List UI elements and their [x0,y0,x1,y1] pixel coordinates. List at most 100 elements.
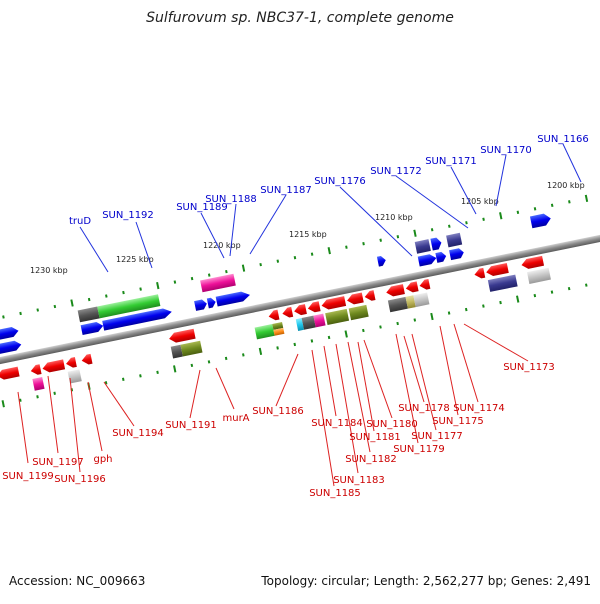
gene-box[interactable] [313,313,326,328]
scale-tick [225,269,228,274]
gene-box[interactable] [487,274,518,292]
gene-label[interactable]: SUN_1188 [205,194,257,205]
gene-box[interactable] [446,232,463,248]
gene-arrow[interactable] [281,306,294,319]
gene-arrow[interactable] [65,357,77,369]
gene-arrow[interactable] [0,326,19,342]
gene-label[interactable]: SUN_1192 [102,210,154,221]
gene-label[interactable]: SUN_1184 [311,418,363,429]
gene-arrow[interactable] [102,307,173,331]
gene-arrow[interactable] [521,255,545,270]
minus-tick-rows [1,283,588,408]
gene-label[interactable]: SUN_1175 [432,416,484,427]
gene-box[interactable] [301,315,316,330]
scale-tick [516,295,520,303]
gene-arrow[interactable] [268,309,280,322]
gene-box[interactable] [97,294,161,319]
scale-tick [567,286,571,291]
gene-label[interactable]: SUN_1180 [366,419,418,430]
gene-box[interactable] [295,318,305,331]
gene-label[interactable]: SUN_1196 [54,474,106,485]
gene-arrow[interactable] [168,328,196,344]
gene-label[interactable]: SUN_1189 [176,202,228,213]
gene-arrow[interactable] [293,304,307,316]
gene-arrow[interactable] [473,267,486,280]
scale-tick [533,207,537,211]
scale-tick [413,318,417,322]
gene-label[interactable]: SUN_1181 [349,432,401,443]
scale-tick [173,280,177,284]
gene-label[interactable]: SUN_1170 [480,145,532,156]
gene-arrow[interactable] [215,290,251,307]
gene-box[interactable] [170,344,183,359]
scale-tick [139,287,142,291]
gene-label[interactable]: SUN_1171 [425,156,477,167]
gene-label[interactable]: SUN_1183 [333,475,385,486]
scale-tick [413,229,417,237]
gene-label[interactable]: murA [222,413,249,424]
gene-box[interactable] [413,292,430,308]
gene-arrow[interactable] [0,340,22,355]
gene-arrow[interactable] [321,296,347,311]
gene-arrow[interactable] [405,281,419,293]
gene-arrow[interactable] [485,263,509,277]
gene-arrow[interactable] [0,366,20,381]
gene-arrow[interactable] [30,364,42,376]
gene-arrow[interactable] [385,284,405,297]
gene-box[interactable] [32,376,45,391]
gene-arrow[interactable] [417,253,438,267]
gene-label[interactable]: SUN_1197 [32,457,84,468]
scale-tick [190,276,194,281]
gene-label[interactable]: SUN_1179 [393,444,445,455]
gene-label[interactable]: SUN_1166 [537,134,589,145]
gene-label[interactable]: SUN_1186 [252,406,304,417]
gene-arrow[interactable] [376,255,387,267]
gene-box[interactable] [414,239,431,254]
gene-arrow[interactable] [346,292,364,306]
gene-arrow[interactable] [194,299,208,311]
gene-box[interactable] [273,327,285,336]
scale-tick [276,259,280,263]
gene-box[interactable] [325,308,350,326]
gene-arrow[interactable] [81,353,93,366]
gene-box[interactable] [272,322,284,330]
plus-strand-genes [0,212,552,355]
gene-label[interactable]: SUN_1185 [309,488,361,499]
gene-arrow[interactable] [42,359,66,373]
gene-label[interactable]: truD [69,216,91,227]
scale-tick [396,235,400,239]
gene-arrow[interactable] [529,212,552,229]
gene-label[interactable]: SUN_1191 [165,420,217,431]
gene-box[interactable] [348,304,369,321]
gene-label[interactable]: SUN_1199 [2,471,54,482]
gene-arrow[interactable] [80,321,105,336]
gene-label[interactable]: SUN_1194 [112,428,164,439]
scale-tick [327,335,331,340]
gene-arrow[interactable] [419,278,431,291]
gene-arrow[interactable] [449,247,465,261]
gene-arrow[interactable] [435,251,447,263]
gene-box[interactable] [200,273,236,293]
gene-label[interactable]: SUN_1177 [411,431,463,442]
gene-label[interactable]: SUN_1182 [345,454,397,465]
gene-arrow[interactable] [364,290,376,302]
gene-box[interactable] [405,295,416,309]
gene-label[interactable]: SUN_1172 [370,166,422,177]
gene-box[interactable] [387,296,408,313]
gene-box[interactable] [67,369,82,384]
scale-tick [362,242,365,246]
gene-box[interactable] [254,324,275,340]
gene-box[interactable] [527,267,551,284]
gene-label[interactable]: SUN_1174 [453,403,505,414]
gene-arrow[interactable] [307,301,321,313]
gene-arrow[interactable] [430,237,442,251]
gene-label[interactable]: SUN_1176 [314,176,366,187]
gene-label[interactable]: SUN_1173 [503,362,555,373]
gene-box[interactable] [180,340,203,357]
gene-label[interactable]: SUN_1178 [398,403,450,414]
gene-label[interactable]: gph [93,454,112,465]
scale-tick [259,262,262,267]
gene-label[interactable]: SUN_1187 [260,185,312,196]
gene-arrow[interactable] [206,297,217,309]
gene-box[interactable] [77,306,100,323]
